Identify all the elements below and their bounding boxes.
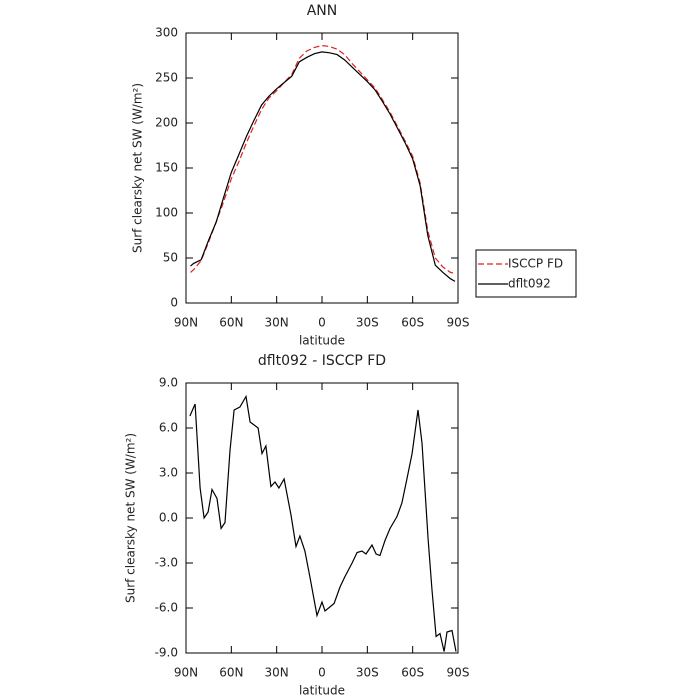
- x-tick-label: 30N: [265, 316, 289, 330]
- chart-title: ANN: [307, 3, 338, 19]
- chart-title: dflt092 - ISCCP FD: [258, 353, 386, 369]
- x-tick-label: 60N: [219, 666, 243, 680]
- y-tick-label: 250: [155, 71, 178, 85]
- legend-label: ISCCP FD: [508, 257, 563, 271]
- legend-label: dflt092: [508, 277, 551, 291]
- y-tick-label: 0: [170, 296, 178, 310]
- y-tick-label: 6.0: [159, 421, 178, 435]
- y-tick-label: -6.0: [155, 601, 178, 615]
- plot-frame: [185, 32, 459, 304]
- y-tick-label: 300: [155, 26, 178, 40]
- line-series: [189, 394, 457, 652]
- y-tick-label: 200: [155, 116, 178, 130]
- x-axis-label: latitude: [299, 684, 345, 698]
- line-series: [190, 44, 456, 274]
- x-tick-label: 30N: [265, 666, 289, 680]
- x-tick-label: 60N: [219, 316, 243, 330]
- x-tick-label: 60S: [401, 666, 424, 680]
- plot-frame: [185, 382, 459, 654]
- x-axis-label: latitude: [299, 334, 345, 348]
- y-tick-label: 9.0: [159, 376, 178, 390]
- y-axis-label: Surf clearsky net SW (W/m²): [131, 83, 145, 253]
- y-tick-label: 150: [155, 161, 178, 175]
- x-tick-label: 90S: [447, 666, 470, 680]
- y-axis-label: Surf clearsky net SW (W/m²): [124, 433, 138, 603]
- x-tick-label: 90S: [447, 316, 470, 330]
- x-tick-label: 0: [318, 666, 326, 680]
- x-tick-label: 30S: [356, 316, 379, 330]
- y-tick-label: 50: [163, 251, 178, 265]
- x-tick-label: 30S: [356, 666, 379, 680]
- y-tick-label: 3.0: [159, 466, 178, 480]
- legend-box: [475, 249, 577, 298]
- x-tick-label: 90N: [174, 666, 198, 680]
- line-series: [190, 51, 456, 282]
- x-tick-label: 60S: [401, 316, 424, 330]
- y-tick-label: -9.0: [155, 646, 178, 660]
- y-tick-label: 100: [155, 206, 178, 220]
- y-tick-label: -3.0: [155, 556, 178, 570]
- x-tick-label: 90N: [174, 316, 198, 330]
- y-tick-label: 0.0: [159, 511, 178, 525]
- x-tick-label: 0: [318, 316, 326, 330]
